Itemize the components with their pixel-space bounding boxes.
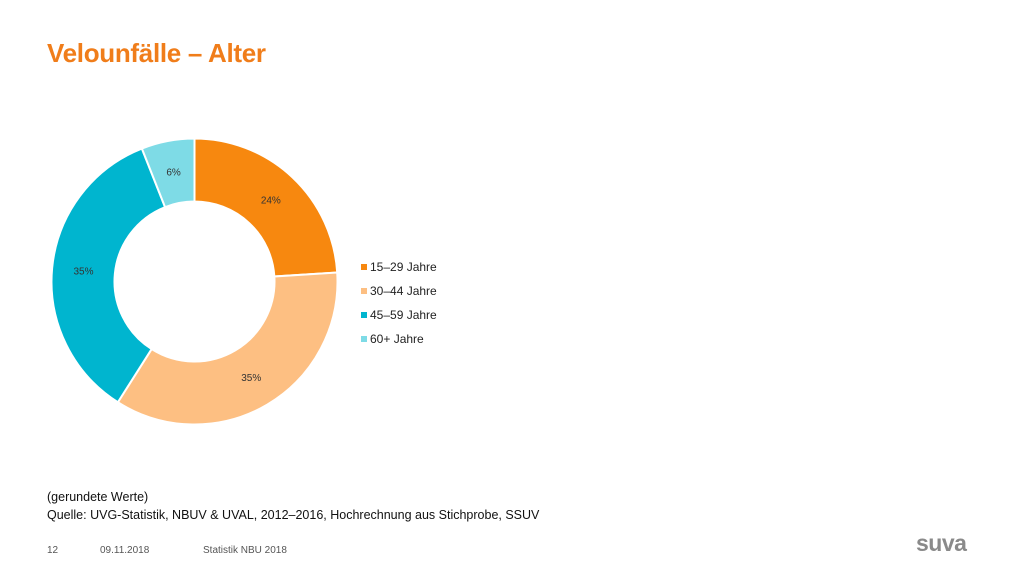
slice-15-29 xyxy=(193,137,339,278)
slice-60-plus xyxy=(140,137,196,209)
source-note: (gerundete Werte) Quelle: UVG-Statistik,… xyxy=(47,488,539,524)
data-label: 35% xyxy=(241,373,261,384)
slide-title: Velounfälle – Alter xyxy=(47,38,266,68)
footer-label: Statistik NBU 2018 xyxy=(203,545,287,556)
footer-date: 09.11.2018 xyxy=(100,545,150,556)
legend-item-60-plus: 60+ Jahre xyxy=(361,327,437,351)
legend-swatch xyxy=(361,336,367,342)
legend-swatch xyxy=(361,288,367,294)
page-number: 12 xyxy=(47,545,59,556)
legend-item-30-44: 30–44 Jahre xyxy=(361,279,437,303)
legend-label: 60+ Jahre xyxy=(370,332,424,346)
data-label: 35% xyxy=(73,267,93,278)
slice-45-59 xyxy=(50,147,167,404)
data-label: 6% xyxy=(166,167,181,178)
donut-chart: 24% 35% 35% 6% xyxy=(50,137,339,426)
legend-swatch xyxy=(361,312,367,318)
slice-30-44 xyxy=(116,271,339,426)
legend-label: 15–29 Jahre xyxy=(370,260,437,274)
source-text: Quelle: UVG-Statistik, NBUV & UVAL, 2012… xyxy=(47,508,540,522)
rounding-note: (gerundete Werte) xyxy=(47,490,149,504)
legend-item-15-29: 15–29 Jahre xyxy=(361,255,437,279)
suva-logo: suva xyxy=(916,530,967,556)
data-label: 24% xyxy=(261,196,281,207)
legend-item-45-59: 45–59 Jahre xyxy=(361,303,437,327)
legend-swatch xyxy=(361,264,367,270)
legend-label: 30–44 Jahre xyxy=(370,284,437,298)
chart-legend: 15–29 Jahre 30–44 Jahre 45–59 Jahre 60+ … xyxy=(361,255,437,351)
legend-label: 45–59 Jahre xyxy=(370,308,437,322)
